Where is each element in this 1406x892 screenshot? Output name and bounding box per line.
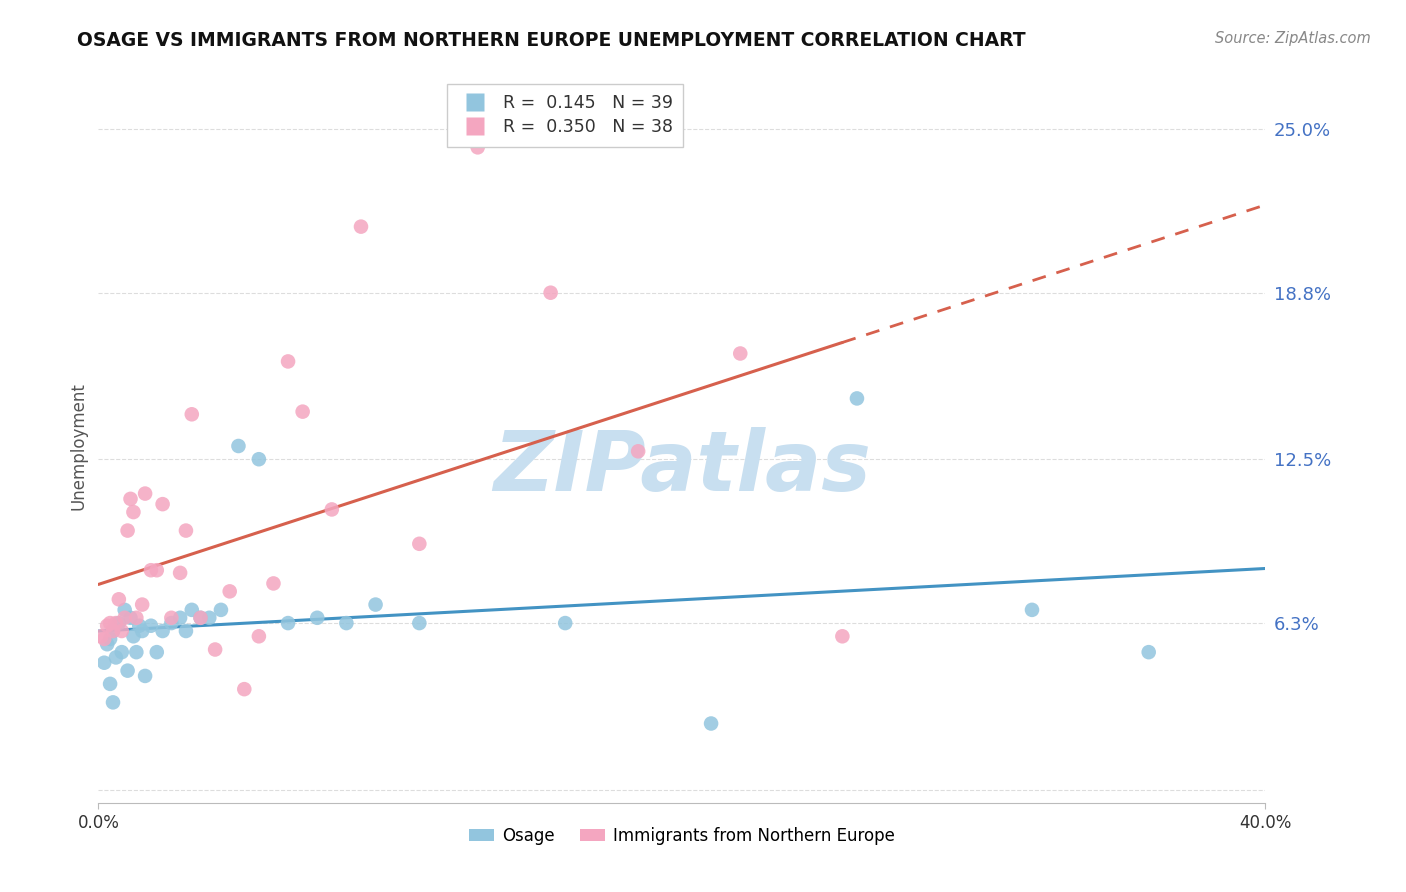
Point	[335, 616, 357, 631]
Point	[131, 624, 153, 638]
Point	[146, 645, 169, 659]
Point	[218, 584, 240, 599]
Point	[160, 616, 183, 631]
Point	[146, 563, 169, 577]
Point	[540, 285, 562, 300]
Point	[139, 563, 162, 577]
Point	[190, 611, 212, 625]
Point	[98, 616, 121, 631]
Point	[108, 592, 131, 607]
Point	[247, 452, 270, 467]
Point	[98, 632, 121, 646]
Point	[128, 618, 150, 632]
Point	[152, 497, 174, 511]
Text: ZIPatlas: ZIPatlas	[494, 427, 870, 508]
Point	[93, 632, 115, 646]
Point	[321, 502, 343, 516]
Point	[554, 616, 576, 631]
Point	[117, 524, 139, 538]
Point	[1137, 645, 1160, 659]
Point	[120, 491, 142, 506]
Point	[831, 629, 853, 643]
Legend: Osage, Immigrants from Northern Europe: Osage, Immigrants from Northern Europe	[463, 821, 901, 852]
Point	[350, 219, 373, 234]
Point	[122, 505, 145, 519]
Point	[120, 611, 142, 625]
Point	[467, 140, 489, 154]
Point	[125, 645, 148, 659]
Point	[277, 354, 299, 368]
Point	[96, 637, 118, 651]
Point	[262, 576, 284, 591]
Point	[152, 624, 174, 638]
Point	[134, 486, 156, 500]
Point	[93, 656, 115, 670]
Point	[104, 616, 127, 631]
Point	[408, 537, 430, 551]
Text: Source: ZipAtlas.com: Source: ZipAtlas.com	[1215, 31, 1371, 46]
Point	[228, 439, 250, 453]
Point	[307, 611, 329, 625]
Point	[846, 392, 869, 406]
Point	[169, 566, 191, 580]
Point	[204, 642, 226, 657]
Point	[131, 598, 153, 612]
Point	[101, 624, 124, 638]
Point	[90, 629, 112, 643]
Point	[627, 444, 650, 458]
Point	[364, 598, 387, 612]
Point	[96, 618, 118, 632]
Point	[125, 611, 148, 625]
Point	[117, 664, 139, 678]
Point	[277, 616, 299, 631]
Point	[169, 611, 191, 625]
Point	[114, 611, 136, 625]
Point	[101, 624, 124, 638]
Point	[111, 645, 134, 659]
Point	[139, 618, 162, 632]
Point	[180, 603, 202, 617]
Point	[408, 616, 430, 631]
Point	[198, 611, 221, 625]
Point	[114, 603, 136, 617]
Point	[700, 716, 723, 731]
Point	[122, 629, 145, 643]
Point	[190, 611, 212, 625]
Point	[104, 650, 127, 665]
Point	[1021, 603, 1043, 617]
Point	[174, 624, 197, 638]
Point	[101, 695, 124, 709]
Point	[174, 524, 197, 538]
Point	[180, 407, 202, 421]
Point	[111, 624, 134, 638]
Point	[160, 611, 183, 625]
Point	[730, 346, 752, 360]
Point	[134, 669, 156, 683]
Point	[108, 616, 131, 631]
Y-axis label: Unemployment: Unemployment	[69, 382, 87, 510]
Point	[291, 404, 314, 418]
Point	[247, 629, 270, 643]
Point	[233, 682, 256, 697]
Text: OSAGE VS IMMIGRANTS FROM NORTHERN EUROPE UNEMPLOYMENT CORRELATION CHART: OSAGE VS IMMIGRANTS FROM NORTHERN EUROPE…	[77, 31, 1026, 50]
Point	[209, 603, 232, 617]
Point	[98, 677, 121, 691]
